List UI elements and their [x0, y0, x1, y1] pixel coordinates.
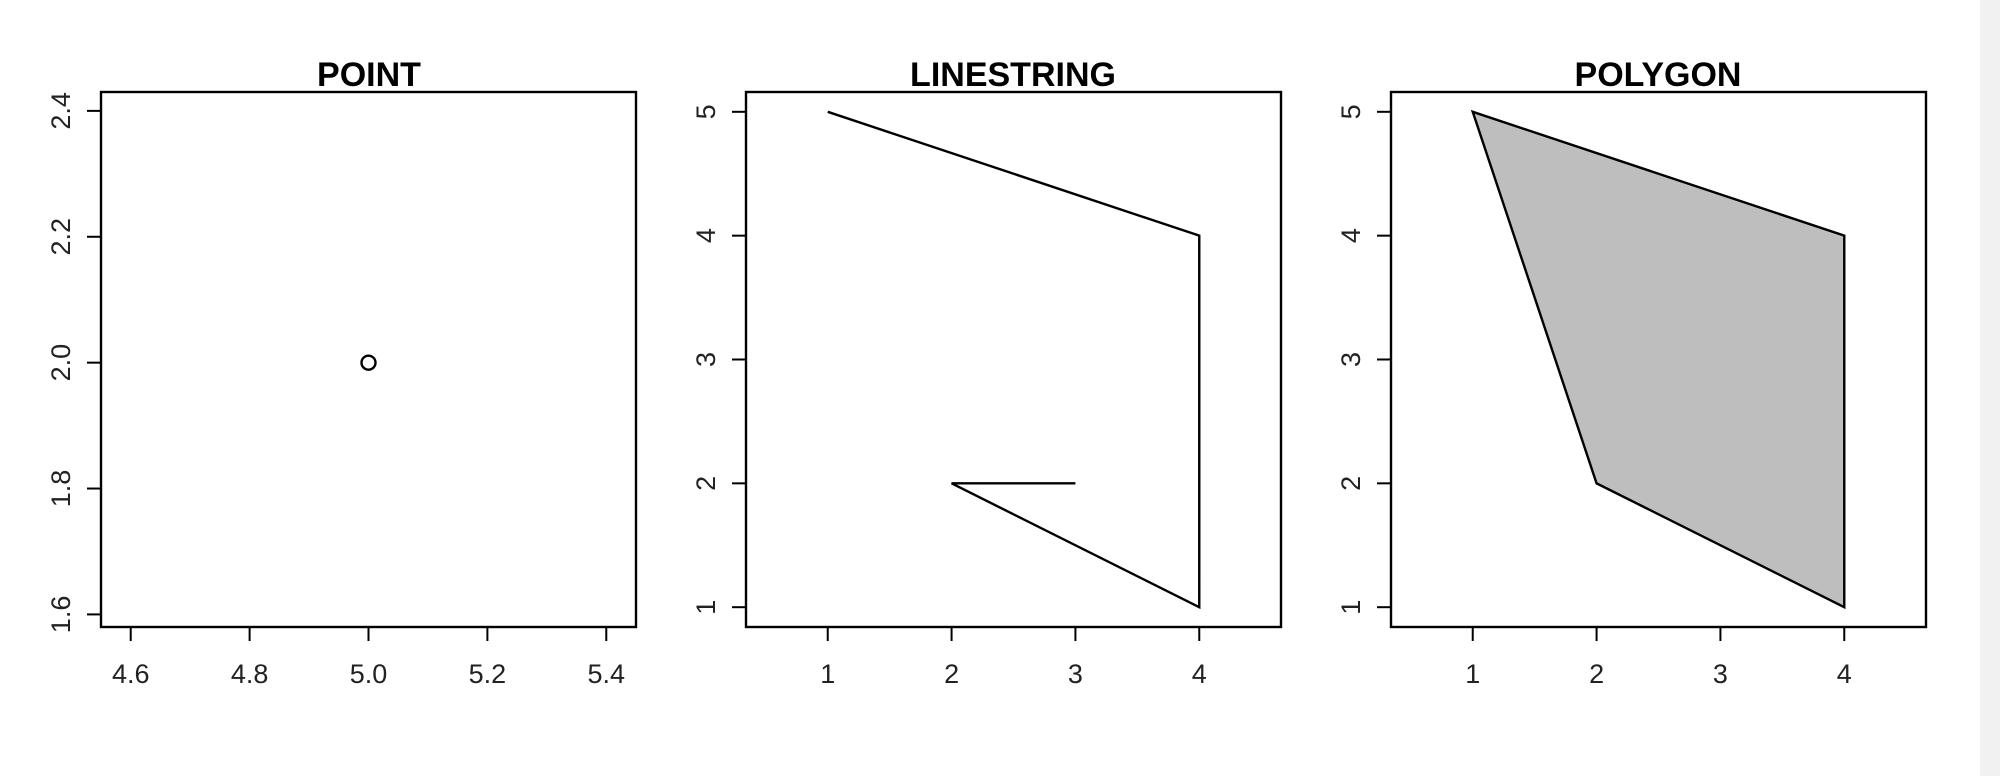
y-tick-label: 1 [691, 600, 721, 615]
x-tick-label: 1 [1465, 659, 1480, 689]
x-tick-label: 1 [820, 659, 835, 689]
y-tick-label: 2 [691, 476, 721, 491]
x-tick-label: 4.8 [231, 659, 269, 689]
x-tick-label: 4 [1837, 659, 1852, 689]
x-tick-label: 4 [1192, 659, 1207, 689]
y-tick-label: 3 [691, 352, 721, 367]
y-tick-label: 1 [1336, 600, 1366, 615]
y-tick-label: 2.2 [46, 218, 76, 256]
panel-title: LINESTRING [910, 56, 1116, 94]
scrollbar-track[interactable] [1980, 0, 2000, 776]
x-tick-label: 5.0 [350, 659, 388, 689]
y-tick-label: 4 [691, 228, 721, 243]
y-tick-label: 1.8 [46, 470, 76, 508]
x-tick-label: 2 [944, 659, 959, 689]
y-tick-label: 5 [691, 104, 721, 119]
x-tick-label: 3 [1713, 659, 1728, 689]
y-tick-label: 5 [1336, 104, 1366, 119]
x-tick-label: 5.2 [469, 659, 507, 689]
y-tick-label: 2 [1336, 476, 1366, 491]
y-tick-label: 4 [1336, 228, 1366, 243]
y-tick-label: 2.4 [46, 92, 76, 130]
panel-title: POINT [317, 56, 421, 94]
x-tick-label: 4.6 [112, 659, 150, 689]
panel-title: POLYGON [1575, 56, 1742, 94]
x-tick-label: 5.4 [588, 659, 626, 689]
y-tick-label: 3 [1336, 352, 1366, 367]
y-tick-label: 1.6 [46, 596, 76, 634]
y-tick-label: 2.0 [46, 344, 76, 382]
x-tick-label: 2 [1589, 659, 1604, 689]
x-tick-label: 3 [1068, 659, 1083, 689]
